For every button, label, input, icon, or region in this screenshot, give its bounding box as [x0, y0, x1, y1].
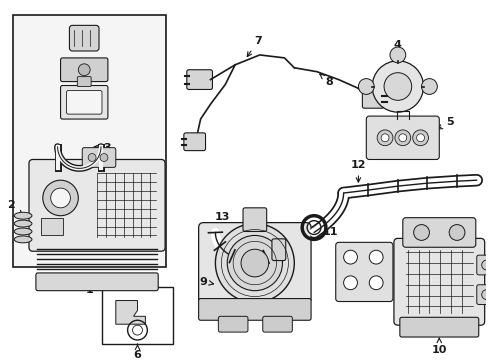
- Circle shape: [412, 130, 427, 146]
- Circle shape: [100, 154, 108, 162]
- Circle shape: [416, 134, 424, 142]
- Circle shape: [343, 276, 357, 290]
- Ellipse shape: [14, 228, 32, 235]
- Circle shape: [421, 78, 436, 94]
- FancyBboxPatch shape: [271, 239, 285, 261]
- Circle shape: [481, 290, 488, 300]
- Ellipse shape: [14, 212, 32, 219]
- Text: 12: 12: [350, 160, 366, 182]
- Circle shape: [389, 47, 405, 63]
- Circle shape: [43, 180, 78, 216]
- FancyBboxPatch shape: [61, 86, 108, 119]
- FancyBboxPatch shape: [36, 273, 158, 291]
- Bar: [102, 287, 173, 344]
- FancyBboxPatch shape: [402, 218, 475, 247]
- Text: 10: 10: [431, 338, 446, 355]
- FancyBboxPatch shape: [393, 238, 484, 325]
- Text: 2: 2: [7, 200, 22, 215]
- Circle shape: [51, 188, 70, 208]
- Circle shape: [215, 224, 294, 302]
- FancyBboxPatch shape: [218, 316, 247, 332]
- Circle shape: [368, 250, 382, 264]
- FancyBboxPatch shape: [262, 316, 292, 332]
- Text: 6: 6: [133, 344, 141, 360]
- FancyBboxPatch shape: [186, 70, 212, 90]
- Bar: [21, 124, 159, 183]
- Circle shape: [88, 154, 96, 162]
- FancyBboxPatch shape: [61, 58, 108, 82]
- Circle shape: [227, 235, 282, 291]
- Circle shape: [481, 260, 488, 270]
- FancyBboxPatch shape: [243, 208, 266, 231]
- Circle shape: [448, 225, 464, 240]
- Ellipse shape: [14, 236, 32, 243]
- Circle shape: [376, 130, 392, 146]
- Text: 5: 5: [437, 117, 453, 129]
- Circle shape: [398, 134, 406, 142]
- FancyBboxPatch shape: [335, 242, 392, 302]
- Text: 8: 8: [319, 74, 332, 86]
- Ellipse shape: [14, 220, 32, 227]
- Circle shape: [380, 134, 388, 142]
- FancyBboxPatch shape: [399, 317, 478, 337]
- Circle shape: [383, 73, 411, 100]
- Bar: [41, 218, 62, 235]
- FancyBboxPatch shape: [198, 298, 310, 320]
- FancyBboxPatch shape: [82, 148, 116, 167]
- FancyBboxPatch shape: [366, 116, 438, 159]
- FancyBboxPatch shape: [183, 133, 205, 150]
- FancyBboxPatch shape: [198, 222, 310, 303]
- Circle shape: [413, 225, 428, 240]
- Circle shape: [371, 61, 423, 112]
- Circle shape: [78, 64, 90, 76]
- Circle shape: [394, 130, 410, 146]
- Text: 9: 9: [199, 277, 213, 287]
- Polygon shape: [116, 301, 145, 324]
- FancyBboxPatch shape: [29, 159, 165, 251]
- FancyBboxPatch shape: [69, 25, 99, 51]
- Circle shape: [241, 249, 268, 277]
- Text: 1: 1: [85, 279, 93, 294]
- FancyBboxPatch shape: [77, 77, 91, 86]
- FancyBboxPatch shape: [66, 90, 102, 114]
- FancyBboxPatch shape: [476, 285, 488, 305]
- Circle shape: [368, 276, 382, 290]
- Text: 7: 7: [247, 36, 261, 57]
- Text: 4: 4: [393, 40, 401, 58]
- Text: 13: 13: [214, 212, 229, 234]
- Circle shape: [343, 250, 357, 264]
- FancyBboxPatch shape: [362, 90, 383, 108]
- Bar: [13, 15, 166, 267]
- Text: 3: 3: [94, 143, 110, 153]
- Circle shape: [358, 78, 373, 94]
- FancyBboxPatch shape: [476, 255, 488, 275]
- Text: 11: 11: [323, 228, 346, 252]
